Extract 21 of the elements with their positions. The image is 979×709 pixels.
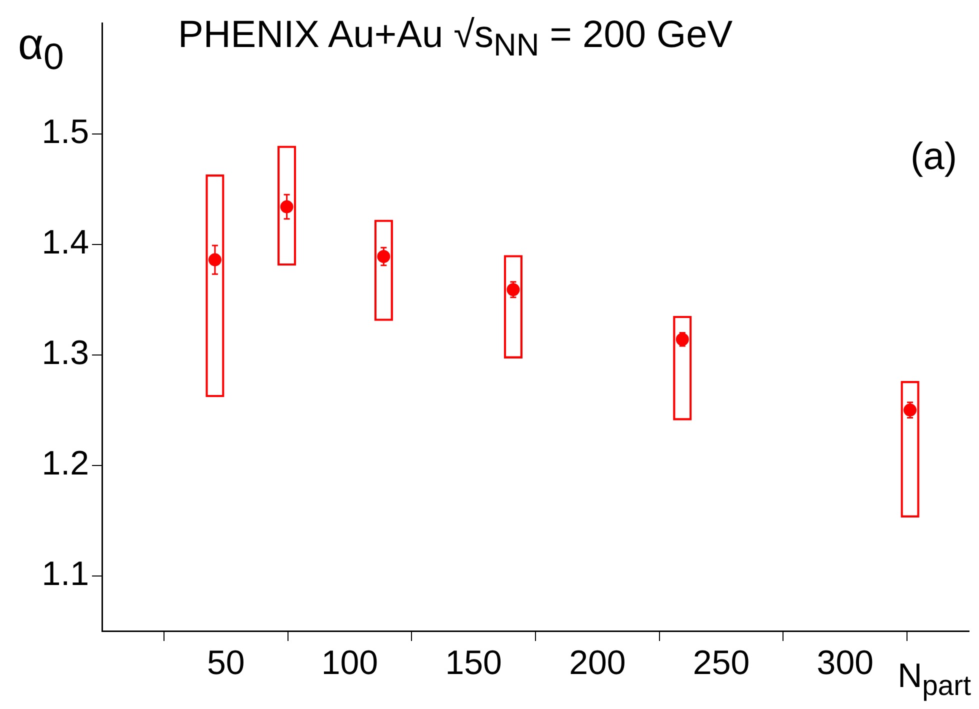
- annotation: (a): [910, 136, 957, 179]
- bar: [374, 220, 393, 321]
- bar: [277, 146, 296, 266]
- x-axis-title: N$_{part}$: [898, 657, 971, 703]
- x-tick-label: 150: [445, 644, 502, 682]
- bar: [504, 255, 523, 358]
- y-tick-label: 1.3: [42, 334, 89, 372]
- y-axis-title: α$_{0}$: [18, 20, 64, 78]
- chart-title: PHENIX Au+Au √s$_{NN}$ = 200 GeV: [178, 14, 733, 64]
- bar: [673, 316, 692, 420]
- x-tick-label: 50: [206, 644, 245, 682]
- x-tick-label: 300: [816, 644, 874, 682]
- y-tick-label: 1.2: [42, 444, 89, 483]
- bar: [900, 381, 920, 518]
- bar: [206, 174, 224, 398]
- y-tick-label: 1.5: [42, 113, 89, 152]
- x-tick-label: 250: [692, 644, 750, 682]
- x-tick-label: 200: [569, 644, 626, 682]
- x-tick-label: 100: [321, 644, 378, 682]
- y-tick-label: 1.1: [42, 555, 89, 594]
- y-tick-label: 1.4: [42, 224, 89, 262]
